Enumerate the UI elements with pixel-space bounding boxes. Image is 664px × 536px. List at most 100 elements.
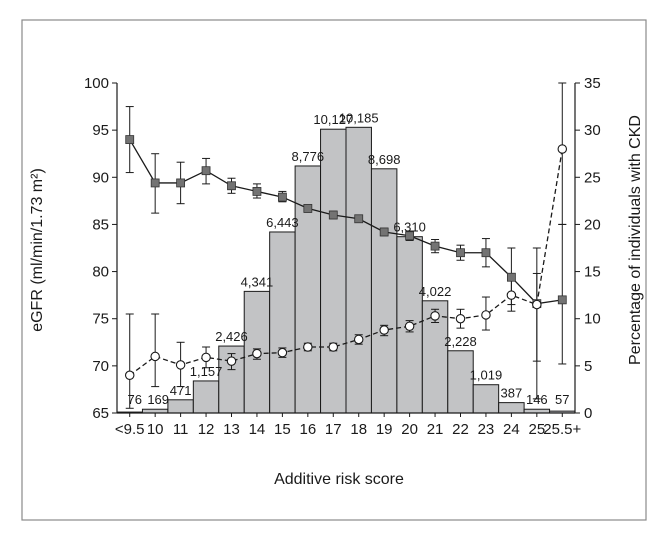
- bar: [167, 399, 194, 414]
- ckd-point: [328, 342, 339, 352]
- x-tick-label: 17: [325, 421, 342, 438]
- x-tick-label: <9.5: [115, 421, 145, 438]
- bar-value-label: 169: [147, 392, 169, 407]
- egfr-point: [252, 187, 262, 196]
- ckd-point: [175, 360, 186, 370]
- egfr-point: [303, 203, 313, 213]
- bar-value-label: 387: [501, 386, 523, 401]
- ckd-point: [532, 299, 542, 310]
- ckd-point: [455, 313, 466, 324]
- ckd-point: [379, 325, 389, 335]
- bars-layer: [116, 126, 576, 414]
- x-tick-label: 25: [528, 421, 545, 438]
- egfr-point: [354, 214, 364, 224]
- egfr-point: [557, 295, 567, 305]
- egfr-point: [379, 227, 389, 237]
- y-axis-right-title: Percentage of individuals with CKD: [627, 115, 644, 365]
- bar: [269, 231, 296, 414]
- bar-value-label: 1,019: [470, 368, 503, 383]
- egfr-point: [227, 181, 236, 191]
- bar-value-label: 8,698: [368, 152, 401, 167]
- bar: [370, 168, 398, 414]
- egfr-point: [125, 135, 135, 144]
- x-tick-label: 12: [198, 421, 215, 438]
- x-tick-label: 24: [503, 421, 520, 438]
- ckd-point: [557, 144, 568, 154]
- x-tick-label: 25.5+: [543, 421, 581, 438]
- y-right-tick-label: 20: [584, 216, 601, 233]
- y-axis-left-title: eGFR (ml/min/1.73 m²): [29, 168, 46, 332]
- x-tick-label: 23: [478, 421, 495, 438]
- ckd-point: [201, 352, 211, 363]
- ckd-point: [277, 347, 288, 358]
- bar-value-label: 4,341: [241, 274, 274, 289]
- x-tick-label: 20: [401, 421, 418, 438]
- y-right-tick-label: 15: [584, 264, 601, 281]
- panel-border: [21, 19, 647, 521]
- bar-value-label: 4,022: [419, 284, 452, 299]
- ckd-point: [303, 342, 313, 352]
- bar-value-label: 2,228: [444, 334, 477, 349]
- y-left-tick-label: 95: [92, 122, 109, 139]
- bar: [345, 126, 372, 414]
- x-tick-label: 11: [173, 421, 189, 438]
- bar-value-label: 146: [526, 392, 548, 407]
- bar-value-label: 10,185: [339, 110, 379, 125]
- bar-value-label: 6,310: [393, 220, 426, 235]
- bar-value-label: 2,426: [215, 329, 248, 344]
- bar-labels-layer: 76 1694711,1572,4264,3416,4438,77610,1271…: [127, 110, 569, 407]
- egfr-point: [405, 231, 415, 241]
- egfr-point: [430, 241, 440, 251]
- bar: [498, 402, 525, 414]
- y-right-tick-label: 30: [584, 122, 601, 139]
- y-right-tick-label: 35: [584, 75, 601, 92]
- egfr-point: [176, 178, 186, 188]
- x-tick-label: 14: [249, 421, 266, 438]
- x-tick-label: 18: [350, 421, 367, 438]
- bar: [472, 384, 500, 414]
- x-tick-label: 13: [223, 421, 240, 438]
- bar: [320, 128, 347, 414]
- y-left-tick-label: 70: [92, 358, 109, 375]
- y-right-tick-label: 10: [584, 311, 601, 328]
- y-left-tick-label: 65: [92, 405, 109, 422]
- y-left-tick-label: 75: [92, 311, 109, 328]
- y-right-tick-label: 25: [584, 169, 601, 186]
- egfr-point: [456, 248, 465, 258]
- ckd-point: [226, 356, 237, 366]
- ckd-point: [430, 311, 440, 321]
- y-right-tick-label: 5: [584, 358, 592, 375]
- bar-value-label: 6,443: [266, 215, 299, 230]
- x-tick-label: 16: [299, 421, 316, 438]
- bar-value-label: 8,776: [292, 149, 325, 164]
- bar-value-label: 57: [555, 392, 569, 407]
- egfr-point: [277, 192, 287, 202]
- x-tick-label: 21: [427, 421, 444, 438]
- ckd-point: [506, 290, 517, 300]
- y-left-tick-label: 80: [92, 264, 109, 281]
- bar-value-label: 10,127: [313, 112, 353, 127]
- x-tick-label: 19: [376, 421, 393, 438]
- x-tick-label: 15: [274, 421, 291, 438]
- ckd-point: [404, 321, 415, 332]
- egfr-point: [506, 272, 516, 282]
- egfr-point: [150, 178, 160, 188]
- ckd-point: [150, 351, 160, 362]
- y-left-tick-label: 90: [92, 169, 109, 186]
- x-axis-title: Additive risk score: [274, 471, 404, 488]
- egfr-point: [481, 248, 491, 258]
- x-tick-label: 22: [452, 421, 469, 438]
- bar: [192, 380, 220, 414]
- x-tick-label: 10: [147, 421, 164, 438]
- y-left-tick-label: 85: [92, 216, 109, 233]
- ckd-point: [124, 370, 135, 381]
- bar: [294, 165, 322, 414]
- bar-value-label: 471: [170, 383, 192, 398]
- y-right-tick-label: 0: [584, 405, 592, 422]
- ckd-point: [481, 310, 491, 320]
- y-left-tick-label: 100: [84, 75, 109, 92]
- markers-layer: [124, 135, 568, 381]
